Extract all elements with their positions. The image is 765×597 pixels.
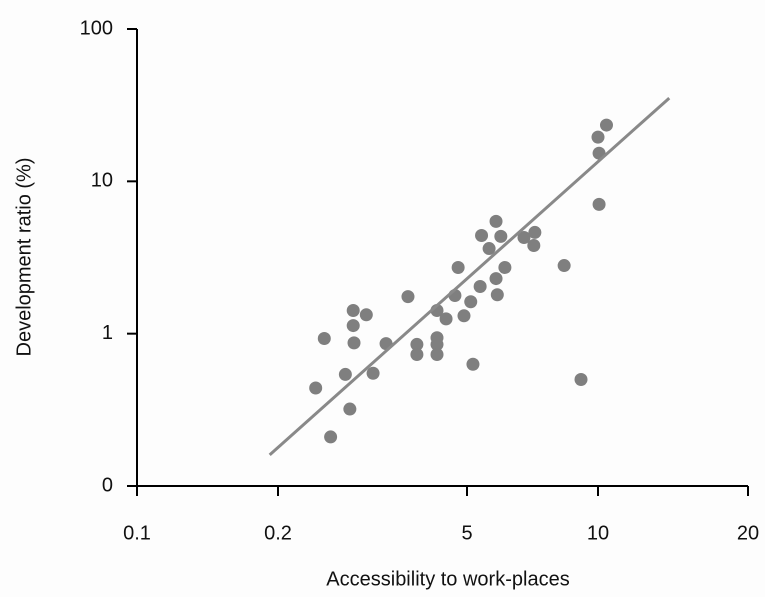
point	[366, 366, 380, 380]
point	[466, 357, 480, 371]
point	[338, 367, 352, 381]
point	[494, 229, 508, 243]
point	[430, 337, 444, 351]
point	[464, 295, 478, 309]
point	[557, 259, 571, 273]
point	[599, 118, 613, 132]
point	[489, 214, 503, 228]
point	[591, 130, 605, 144]
y-tick-label: 0	[102, 474, 113, 496]
x-tick-label: 0.2	[264, 522, 292, 544]
x-tick-label: 10	[587, 522, 609, 544]
x-tick-label: 0.1	[123, 522, 151, 544]
point	[451, 260, 465, 274]
point	[359, 308, 373, 322]
point	[410, 347, 424, 361]
point	[489, 272, 503, 286]
point	[592, 197, 606, 211]
x-tick-label: 5	[461, 522, 472, 544]
point	[498, 260, 512, 274]
point	[401, 290, 415, 304]
point	[457, 309, 471, 323]
point	[346, 303, 360, 317]
point	[473, 279, 487, 293]
y-tick-label: 100	[80, 17, 113, 39]
x-axis-label: Accessibility to work-places	[326, 568, 569, 590]
point	[475, 228, 489, 242]
point	[574, 373, 588, 387]
point	[343, 402, 357, 416]
point	[347, 336, 361, 350]
point	[317, 331, 331, 345]
trend-line	[268, 96, 671, 457]
point	[528, 225, 542, 239]
point	[430, 347, 444, 361]
point	[490, 288, 504, 302]
point	[309, 381, 323, 395]
point	[527, 239, 541, 253]
y-tick-label: 1	[102, 322, 113, 344]
point	[324, 430, 338, 444]
point	[482, 242, 496, 256]
y-tick-label: 10	[91, 170, 113, 192]
point	[410, 337, 424, 351]
y-axis-label: Development ratio (%)	[13, 158, 35, 357]
point	[346, 319, 360, 333]
x-tick-label: 20	[737, 522, 759, 544]
point	[517, 230, 531, 244]
point	[439, 312, 453, 326]
